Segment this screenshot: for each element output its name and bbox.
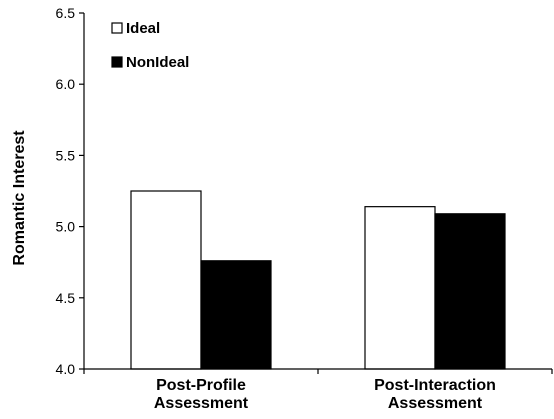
y-tick-label: 5.0 <box>56 219 76 235</box>
legend-swatch-nonideal <box>111 56 123 68</box>
x-category-label: Assessment <box>388 395 483 412</box>
y-tick-label: 6.0 <box>56 76 76 92</box>
legend-swatch-ideal <box>111 22 123 34</box>
y-tick-label: 4.0 <box>56 361 76 377</box>
bar-ideal-1 <box>364 206 436 370</box>
legend-label-nonideal: NonIdeal <box>126 54 189 71</box>
x-axis-categories: Post-ProfileAssessmentPost-InteractionAs… <box>154 377 496 412</box>
bar-nonideal-1 <box>434 213 506 370</box>
y-tick-label: 6.5 <box>56 5 76 21</box>
x-category-label: Post-Profile <box>156 377 246 394</box>
bar-ideal-0 <box>130 190 202 370</box>
bars <box>130 190 506 370</box>
y-axis-ticks: 4.0 4.5 5.0 5.5 6.0 6.5 <box>56 5 84 377</box>
legend-label-ideal: Ideal <box>126 20 160 37</box>
x-category-label: Post-Interaction <box>374 377 496 394</box>
y-axis-title: Romantic Interest <box>11 130 28 266</box>
legend: Ideal NonIdeal <box>111 20 189 71</box>
y-tick-label: 5.5 <box>56 147 76 163</box>
x-category-label: Assessment <box>154 395 249 412</box>
bar-nonideal-0 <box>200 260 272 370</box>
y-tick-label: 4.5 <box>56 290 76 306</box>
axes <box>83 13 553 374</box>
